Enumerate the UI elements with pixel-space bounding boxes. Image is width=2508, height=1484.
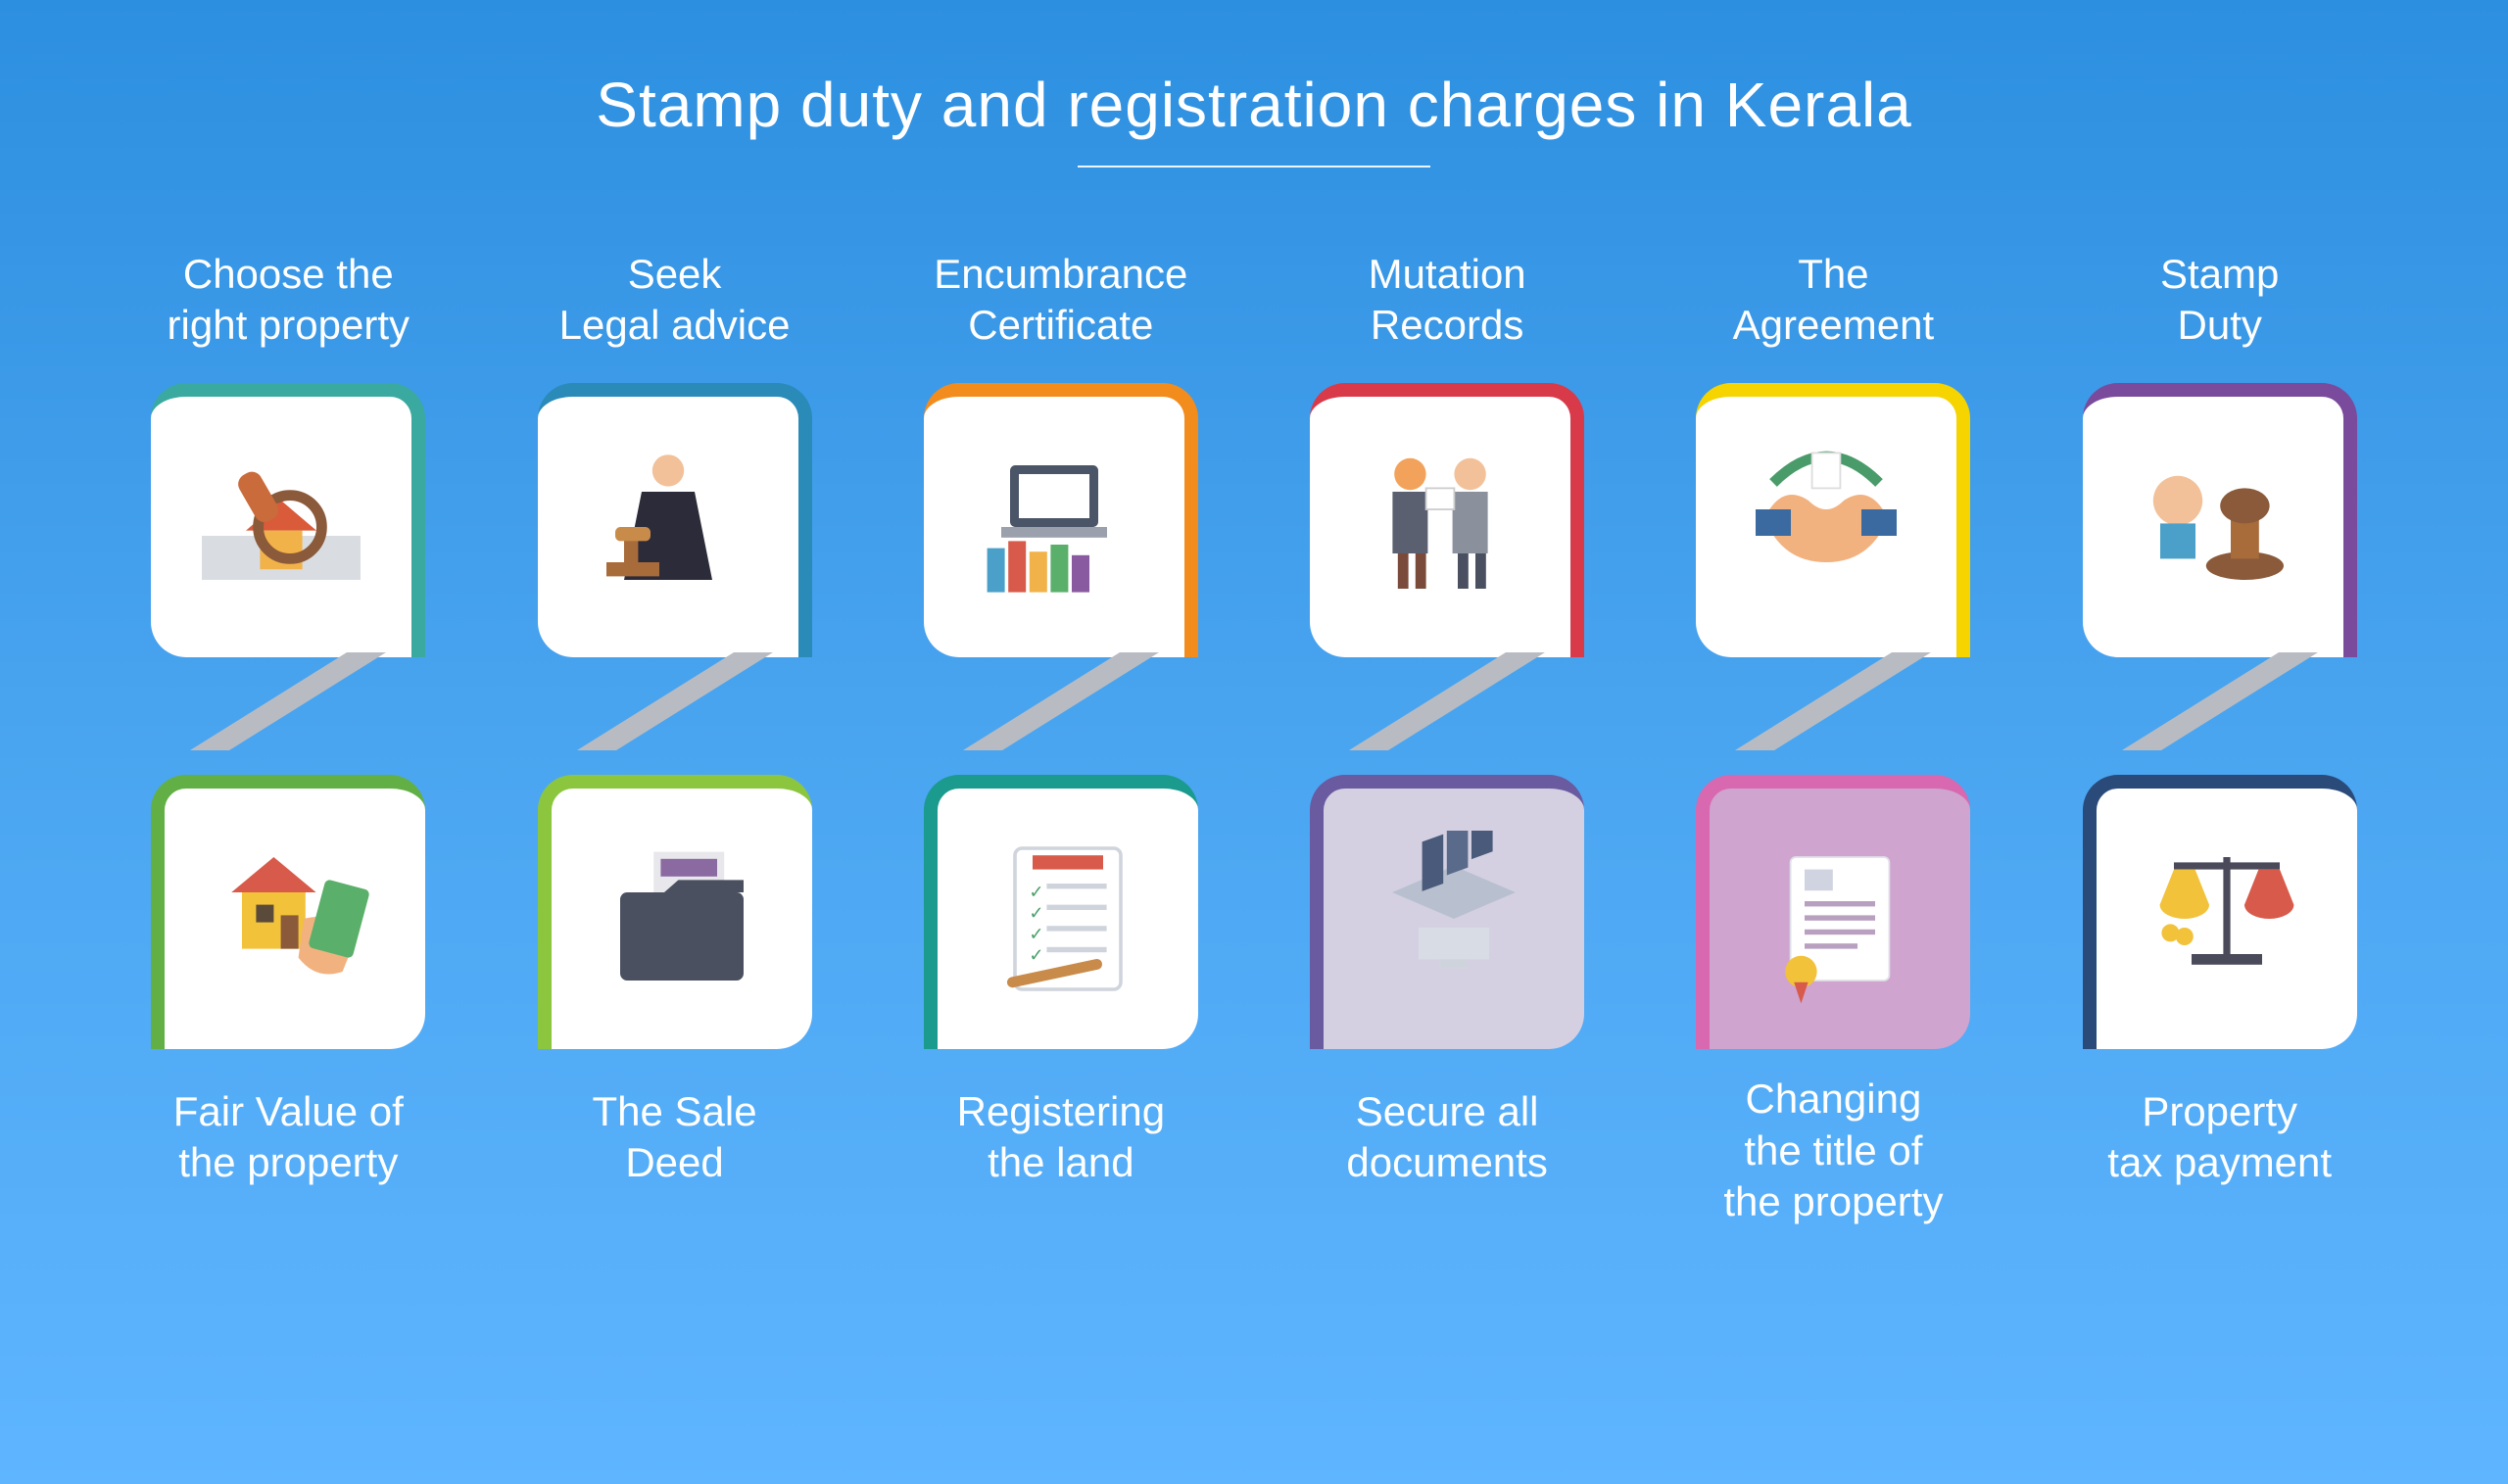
folder-doc-icon: [538, 775, 812, 1049]
column-1: SeekLegal advice The SaleDeed: [499, 246, 851, 1228]
bottom-card-5: [2083, 775, 2357, 1049]
title-underline: [1078, 166, 1430, 168]
top-label-1: SeekLegal advice: [559, 246, 791, 354]
two-people-icon: [1310, 383, 1584, 657]
svg-text:✓: ✓: [1029, 925, 1043, 944]
top-label-4: TheAgreement: [1733, 246, 1934, 354]
connector-3: [1349, 652, 1545, 750]
laptop-books-icon: [924, 383, 1198, 657]
connector-5: [2122, 652, 2318, 750]
connector-4: [1735, 652, 1931, 750]
bottom-card-1: [538, 775, 812, 1049]
server-docs-icon: [1310, 775, 1584, 1049]
bottom-card-4: [1696, 775, 1970, 1049]
infographic-canvas: Stamp duty and registration charges in K…: [0, 0, 2508, 1484]
bottom-card-2: ✓ ✓ ✓ ✓: [924, 775, 1198, 1049]
top-card-1: [538, 383, 812, 657]
bottom-label-1: The SaleDeed: [593, 1074, 757, 1201]
checklist-icon: ✓ ✓ ✓ ✓: [924, 775, 1198, 1049]
connector-0: [190, 652, 386, 750]
bottom-label-3: Secure alldocuments: [1346, 1074, 1547, 1201]
columns-grid: Choose theright property Fair Value ofth…: [0, 168, 2508, 1228]
top-card-4: [1696, 383, 1970, 657]
column-0: Choose theright property Fair Value ofth…: [112, 246, 464, 1228]
column-4: TheAgreement Changingthe title ofthe pro…: [1657, 246, 2009, 1228]
top-label-0: Choose theright property: [168, 246, 410, 354]
svg-text:✓: ✓: [1029, 882, 1043, 901]
top-card-2: [924, 383, 1198, 657]
column-5: StampDuty Propertytax payment: [2044, 246, 2396, 1228]
bottom-label-4: Changingthe title ofthe property: [1723, 1074, 1943, 1228]
page-title: Stamp duty and registration charges in K…: [0, 69, 2508, 141]
top-label-3: MutationRecords: [1369, 246, 1526, 354]
scales-icon: [2083, 775, 2357, 1049]
bottom-label-5: Propertytax payment: [2107, 1074, 2332, 1201]
magnify-house-icon: [151, 383, 425, 657]
lawyer-icon: [538, 383, 812, 657]
bottom-card-3: [1310, 775, 1584, 1049]
column-2: EncumbranceCertificate ✓ ✓ ✓ ✓ Registeri…: [885, 246, 1237, 1228]
house-money-icon: [151, 775, 425, 1049]
column-3: MutationRecords Secure alldocuments: [1271, 246, 1623, 1228]
top-label-5: StampDuty: [2160, 246, 2279, 354]
top-card-3: [1310, 383, 1584, 657]
certificate-icon: [1696, 775, 1970, 1049]
bottom-label-0: Fair Value ofthe property: [173, 1074, 404, 1201]
stamp-icon: [2083, 383, 2357, 657]
connector-2: [963, 652, 1159, 750]
top-label-2: EncumbranceCertificate: [934, 246, 1187, 354]
bottom-label-2: Registeringthe land: [957, 1074, 1165, 1201]
bottom-card-0: [151, 775, 425, 1049]
top-card-5: [2083, 383, 2357, 657]
svg-text:✓: ✓: [1029, 903, 1043, 923]
top-card-0: [151, 383, 425, 657]
connector-1: [577, 652, 773, 750]
svg-text:✓: ✓: [1029, 945, 1043, 965]
handshake-icon: [1696, 383, 1970, 657]
